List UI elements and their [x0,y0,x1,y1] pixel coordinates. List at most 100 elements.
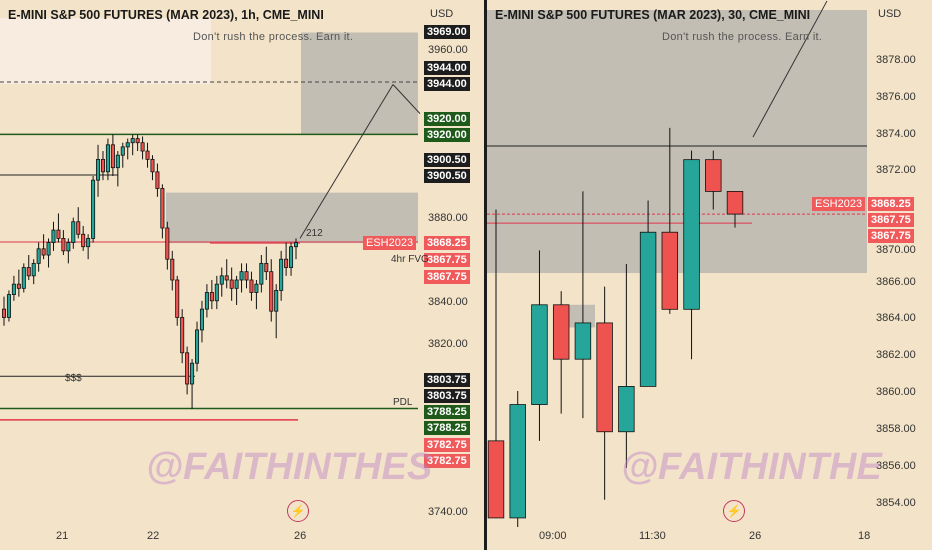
candle-down [224,275,229,281]
candle-up [120,146,125,156]
pdl-label: PDL [393,397,413,408]
candle-down [165,227,170,260]
price-tag: 3920.00 [424,112,470,126]
currency-label-1h: USD [430,8,454,20]
price-tag: 3900.50 [424,153,470,167]
candle-down [26,267,31,277]
currency-label-30m: USD [878,8,902,20]
candle-down [249,279,254,293]
watermark-30m: @FAITHINTHE [621,446,882,488]
pane-divider[interactable] [484,0,487,550]
price-tag: 3868.25 [868,197,914,211]
supply-demand-zone [487,10,867,274]
y-tick-label: 3872.00 [876,164,916,176]
projection-line [299,84,394,239]
candle-down [155,171,160,189]
candle-down [209,292,214,302]
chart-quote-30m: Don't rush the process. Earn it. [662,31,823,43]
price-tag: 3920.00 [424,128,470,142]
price-tag: 3867.75 [868,213,914,227]
liquidity-label: $$$ [65,373,82,384]
candle-down [110,144,115,169]
candle-down [185,352,190,385]
candle-down [269,271,274,312]
y-tick-label: 3876.00 [876,91,916,103]
price-tag: 3803.75 [424,389,470,403]
x-tick-label: 09:00 [539,530,567,542]
candle-down [596,322,613,433]
x-tick-label: 22 [147,530,160,542]
candle-up [11,283,16,295]
price-tag: 3803.75 [424,373,470,387]
session-shade [0,18,211,84]
y-tick-label: 3858.00 [876,423,916,435]
candle-up [86,237,91,248]
candle-down [170,258,175,281]
candle-down [145,150,150,160]
candle-down [284,258,289,268]
price-tag: 3969.00 [424,25,470,39]
lightning-icon[interactable]: ⚡ [287,500,309,522]
x-tick-label: 26 [749,530,762,542]
chart-title-30m: E-MINI S&P 500 FUTURES (MAR 2023), 30, C… [495,8,811,22]
y-tick-label: 3870.00 [876,244,916,256]
candlestick-chart-30m[interactable] [487,0,932,550]
candle-up [199,308,204,331]
candle-down [244,271,249,281]
range-label: 212 [306,228,323,239]
y-tick-label: 3820.00 [428,338,468,350]
candle-up [195,329,200,364]
y-tick-label: 3960.00 [428,44,468,56]
candle-up [293,242,299,248]
chart-title-1h: E-MINI S&P 500 FUTURES (MAR 2023), 1h, C… [8,8,324,22]
chart-pane-30m[interactable]: E-MINI S&P 500 FUTURES (MAR 2023), 30, C… [487,0,932,550]
candle-down [76,221,81,235]
candle-down [81,233,86,248]
y-tick-label: 3860.00 [876,386,916,398]
candle-down [705,159,722,192]
chart-quote-1h: Don't rush the process. Earn it. [193,31,354,43]
candle-up [254,283,259,293]
candle-up [274,289,279,312]
candle-down [160,188,165,229]
x-tick-label: 11:30 [639,530,666,542]
candle-up [71,221,76,243]
supply-demand-zone [166,192,418,244]
price-tag: 3944.00 [424,61,470,75]
x-tick-label: 21 [56,530,69,542]
candle-up [51,229,56,243]
candlestick-chart-1h[interactable] [0,0,484,550]
y-tick-label: 3740.00 [428,506,468,518]
candle-up [204,292,209,310]
candle-down [61,237,66,252]
candle-down [229,279,234,289]
candle-up [91,179,96,239]
candle-up [130,138,135,144]
candle-up [259,262,264,285]
symbol-tag-1h: ESH2023 [363,236,417,250]
candle-down [661,231,679,310]
candle-up [115,154,120,169]
candle-up [105,144,110,173]
candle-down [41,248,46,256]
candle-up [234,279,239,289]
y-tick-label: 3856.00 [876,460,916,472]
symbol-tag-30m: ESH2023 [812,197,866,211]
y-tick-label: 3866.00 [876,276,916,288]
candle-up [683,159,700,310]
projection-line [752,0,828,138]
y-tick-label: 3864.00 [876,312,916,324]
candle-up [46,242,51,256]
price-tag: 3867.75 [868,229,914,243]
lightning-icon[interactable]: ⚡ [723,500,745,522]
candle-down [56,229,61,239]
supply-demand-zone [301,32,418,135]
candle-up [289,246,294,268]
candle-up [125,142,130,148]
candle-up [239,271,244,281]
candle-up [279,258,284,291]
chart-pane-1h[interactable]: E-MINI S&P 500 FUTURES (MAR 2023), 1h, C… [0,0,484,550]
candle-up [639,231,657,387]
y-tick-label: 3880.00 [428,212,468,224]
candle-down [135,138,140,144]
